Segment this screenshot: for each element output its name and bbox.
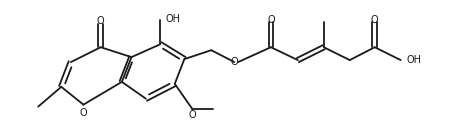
Text: O: O <box>80 108 87 118</box>
Text: O: O <box>267 15 275 25</box>
Text: OH: OH <box>406 55 421 65</box>
Text: O: O <box>189 110 196 120</box>
Text: O: O <box>97 16 104 26</box>
Text: OH: OH <box>165 14 180 24</box>
Text: O: O <box>371 15 379 25</box>
Text: O: O <box>230 57 238 67</box>
